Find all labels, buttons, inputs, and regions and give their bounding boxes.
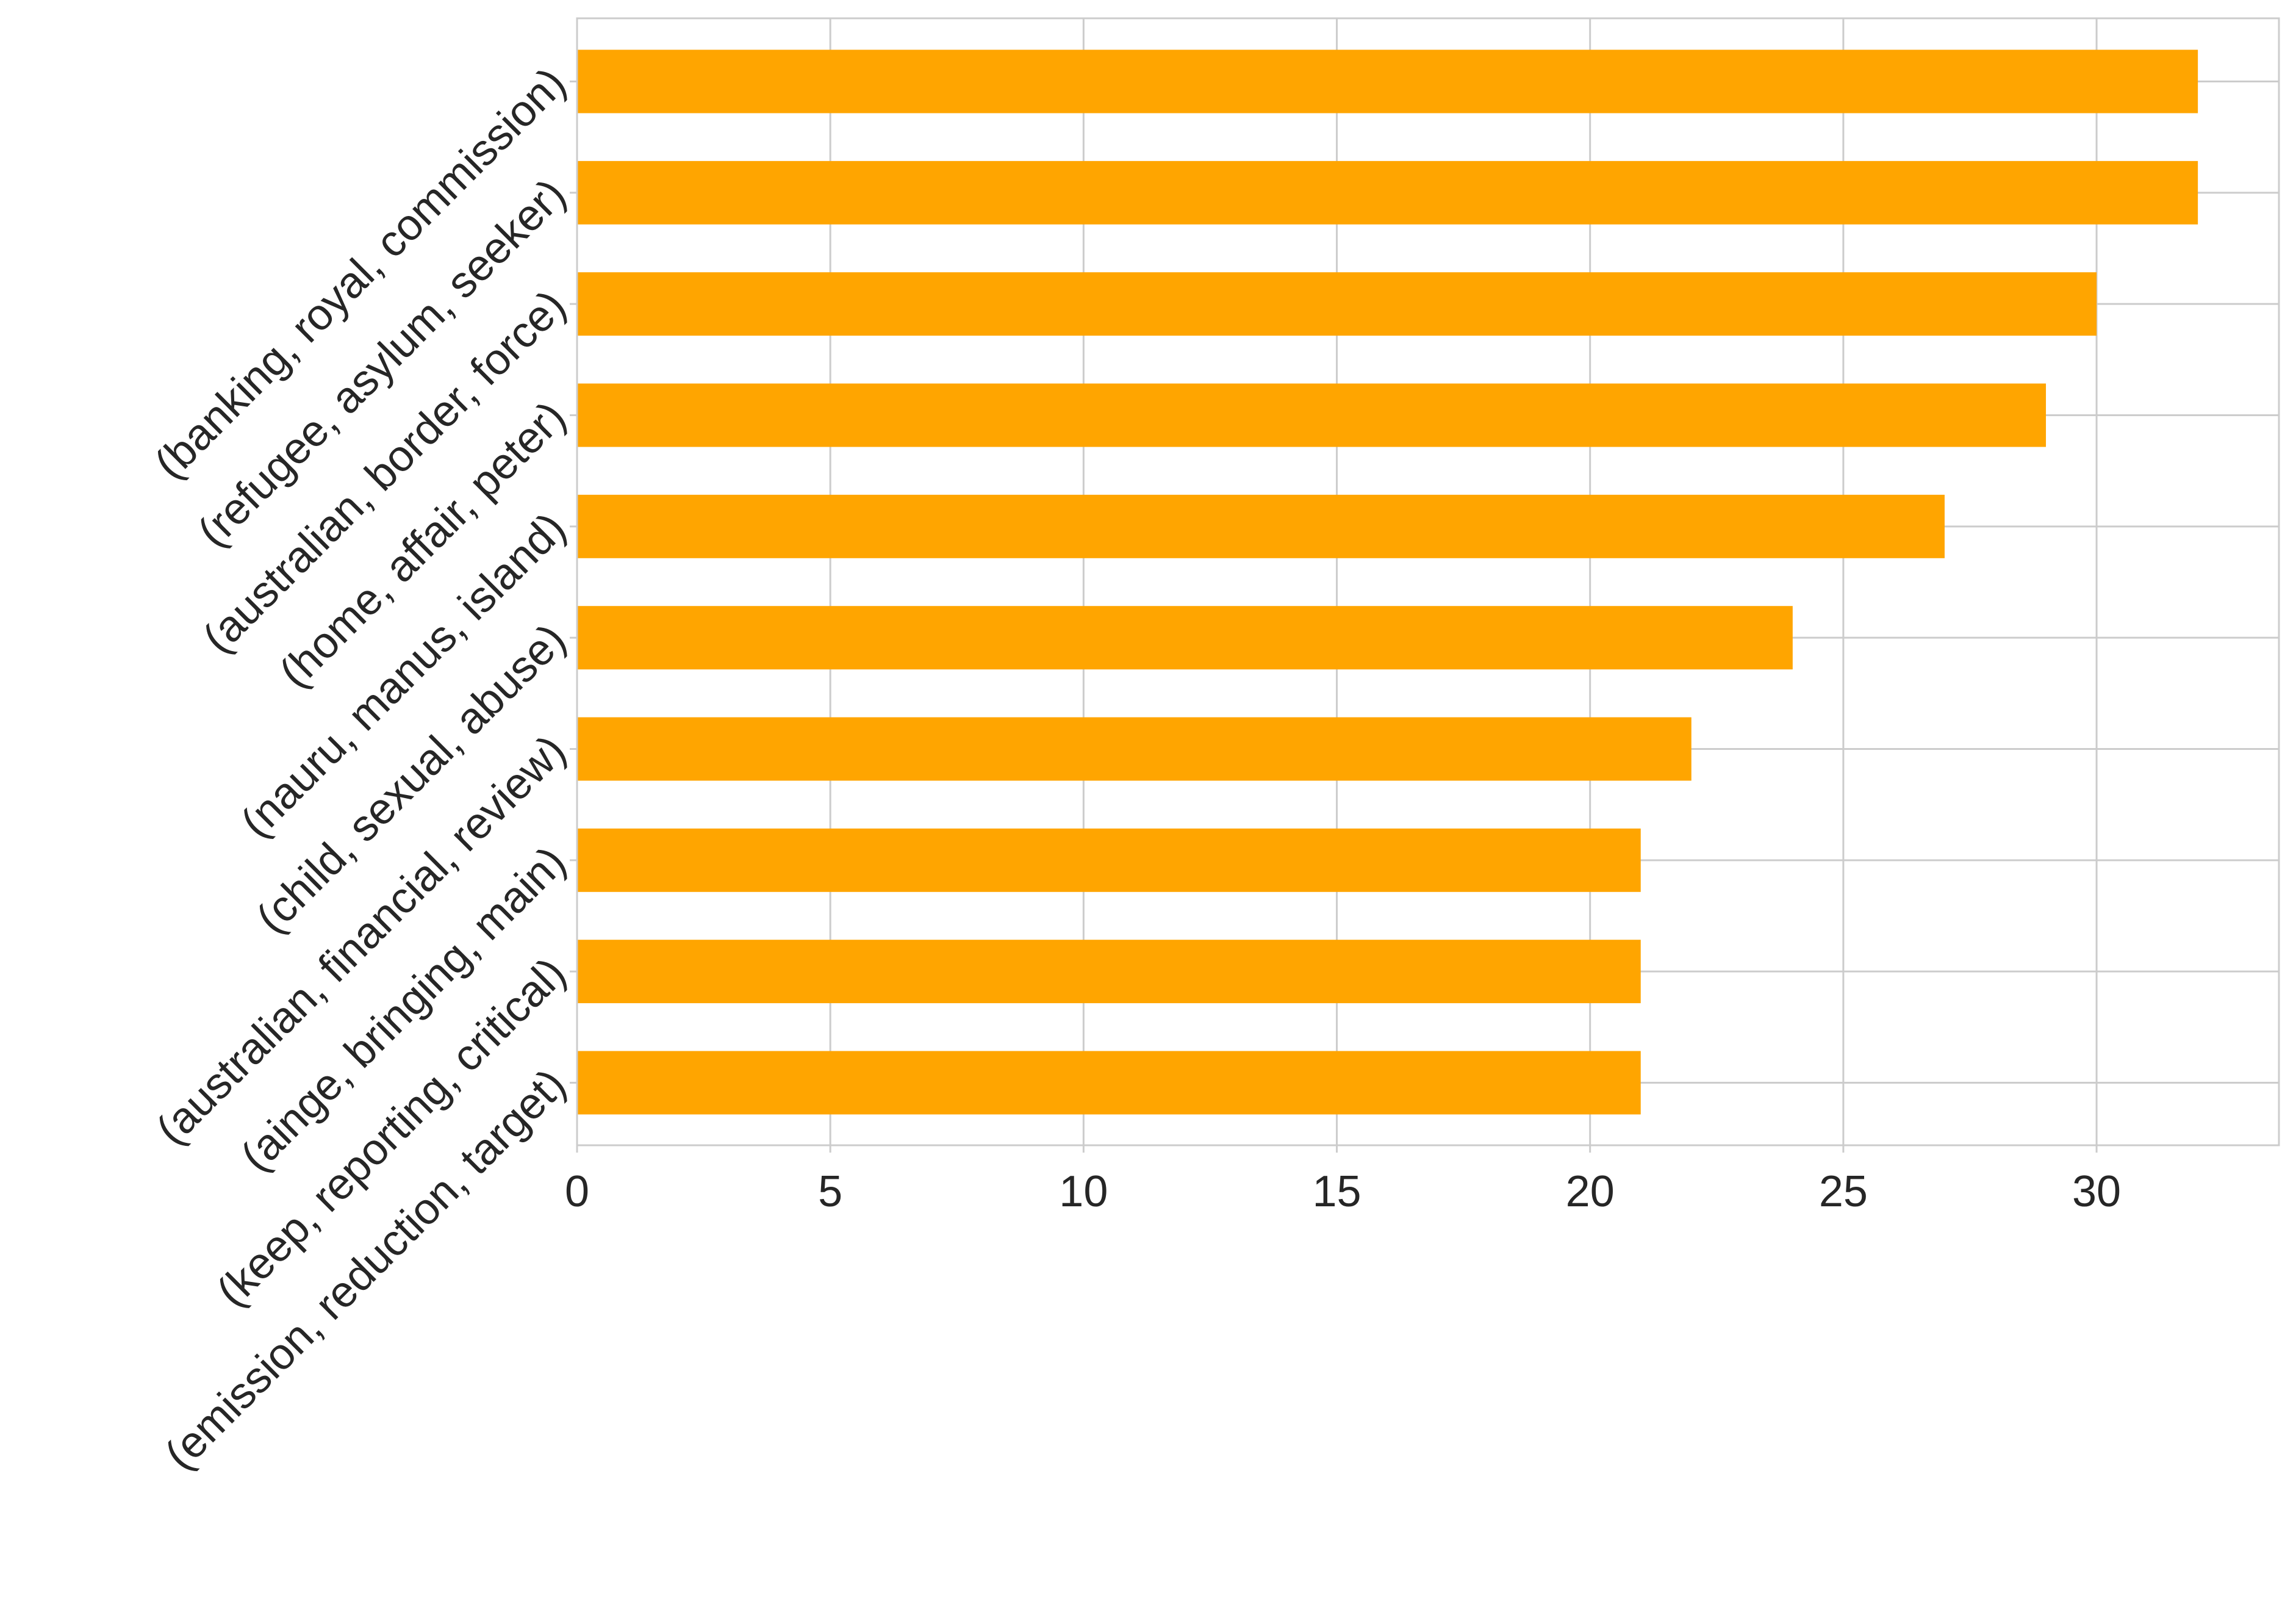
- bar: [577, 383, 2047, 447]
- x-tick-label: 10: [1059, 1167, 1108, 1216]
- x-tick-label: 30: [2072, 1167, 2121, 1216]
- bar: [577, 606, 1793, 670]
- x-tick-label: 20: [1566, 1167, 1615, 1216]
- x-tick-labels: 0 5 10 15 20 25 30: [565, 1167, 2121, 1216]
- x-tick-label: 5: [818, 1167, 842, 1216]
- bar: [577, 160, 2198, 225]
- x-tick-label: 25: [1819, 1167, 1868, 1216]
- x-tick-label: 0: [565, 1167, 589, 1216]
- bars: [577, 49, 2198, 1115]
- bar: [577, 272, 2097, 336]
- x-tick-label: 15: [1312, 1167, 1361, 1216]
- bar: [577, 940, 1641, 1004]
- bar: [577, 1051, 1641, 1115]
- bar: [577, 494, 1945, 558]
- bar: [577, 717, 1692, 781]
- bar: [577, 828, 1641, 892]
- bar: [577, 49, 2198, 113]
- plot-frame: [576, 17, 2280, 1146]
